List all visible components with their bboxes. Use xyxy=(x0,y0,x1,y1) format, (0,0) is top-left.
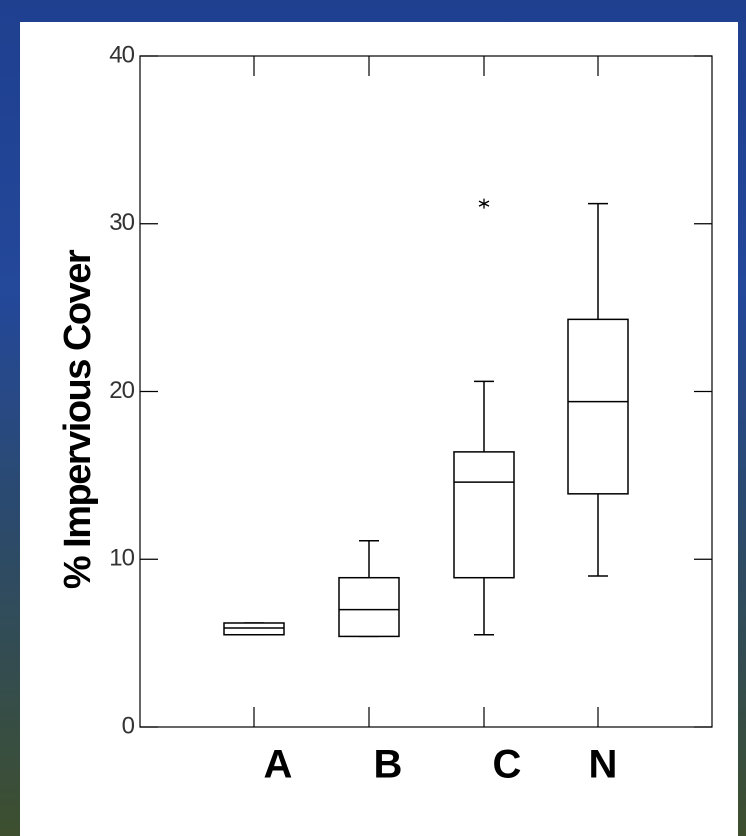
x-tick-label: B xyxy=(374,743,403,787)
box xyxy=(567,318,629,495)
outlier xyxy=(478,198,490,209)
y-axis-label: % Impervious Cover xyxy=(57,249,99,589)
box xyxy=(453,451,515,579)
y-tick-label: 40 xyxy=(109,41,134,68)
x-tick-label: N xyxy=(589,743,618,787)
y-tick-label: 0 xyxy=(122,712,135,739)
y-tick-label: 10 xyxy=(109,545,134,572)
x-tick-label: A xyxy=(264,743,293,787)
x-tick-label: C xyxy=(493,743,522,787)
box xyxy=(338,576,400,638)
box xyxy=(223,622,285,636)
y-tick-label: 20 xyxy=(109,377,134,404)
y-tick-label: 30 xyxy=(109,209,134,236)
